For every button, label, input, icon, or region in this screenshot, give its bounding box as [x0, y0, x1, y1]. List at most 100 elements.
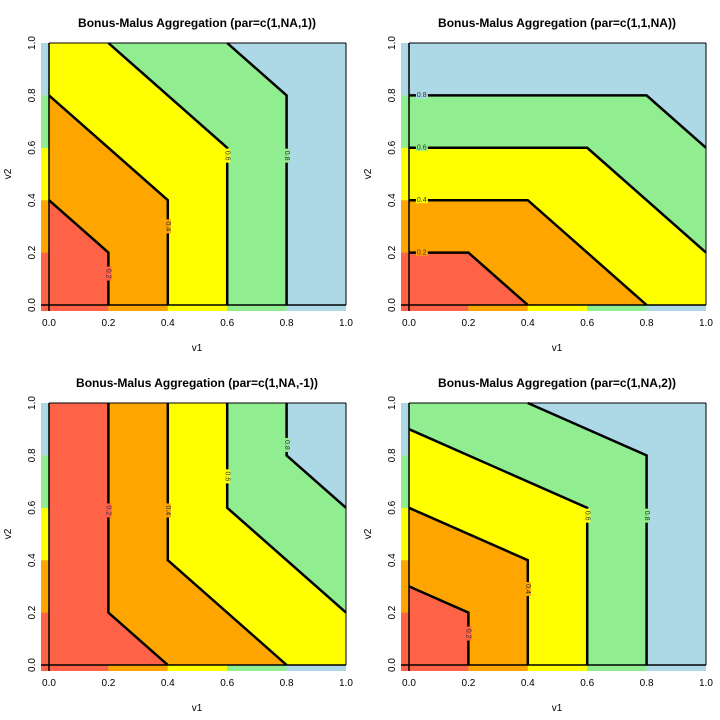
x-tick-label: 0.6: [580, 678, 594, 689]
left-strip-band: [401, 95, 409, 148]
contour-line-0.4: [408, 506, 530, 665]
x-tick-label: 0.8: [280, 678, 294, 689]
contour-label: 0.8: [283, 440, 290, 450]
y-tick-label: 0.0: [387, 298, 398, 312]
bottom-strip-band: [468, 665, 528, 671]
contour-line-0.2: [107, 403, 169, 666]
corner-strip: [41, 665, 49, 671]
y-tick-label: 1.0: [387, 396, 398, 410]
contour-line-0.8: [527, 401, 648, 665]
contour-label: 0.4: [164, 222, 171, 232]
x-tick-label: 0.8: [280, 318, 294, 329]
x-tick-label: 0.0: [42, 678, 56, 689]
x-axis-label: v1: [192, 703, 203, 714]
x-axis-label: v1: [552, 703, 563, 714]
contour-label-bg: [415, 197, 428, 204]
contour-line-0.6: [225, 403, 347, 614]
y-tick-label: 0.0: [387, 658, 398, 672]
y-tick-label: 0.6: [27, 500, 38, 514]
y-tick-label: 0.2: [27, 605, 38, 619]
x-tick-label: 0.2: [101, 318, 115, 329]
contour-label-bg: [164, 503, 171, 518]
contour-panel: 0.2 0.4 0.6 0.8 0.0 0.2 0.4 0.6 0.8 1.0 0.0 0.2 0.4 0…: [363, 376, 713, 714]
bottom-strip-band: [646, 305, 706, 311]
contour-line-0.8: [409, 94, 707, 149]
left-strip-band: [41, 612, 49, 665]
contour-panel: 0.2 0.4 0.6 0.8 0.0 0.2 0.4 0.6 0.8 1.0 0.0 0.2 0.4 0…: [3, 16, 353, 354]
y-tick-label: 1.0: [387, 36, 398, 50]
chart-title: Bonus-Malus Aggregation (par=c(1,NA,-1)): [76, 376, 318, 390]
corner-strip: [41, 305, 49, 311]
bottom-strip-band: [49, 305, 109, 311]
x-tick-label: 0.8: [640, 678, 654, 689]
y-tick-label: 0.8: [387, 448, 398, 462]
corner-strip: [401, 305, 409, 311]
contour-line-0.2: [408, 585, 470, 665]
contour-line-0.4: [409, 198, 648, 306]
bottom-strip-band: [49, 665, 109, 671]
bottom-strip-band: [527, 305, 588, 311]
left-strip-band: [401, 612, 409, 665]
x-tick-label: 0.6: [220, 318, 234, 329]
contour-label: 0.2: [105, 506, 112, 516]
y-axis-label: v2: [363, 528, 374, 539]
x-tick-label: 1.0: [339, 318, 353, 329]
contour-label: 0.6: [223, 471, 230, 481]
x-axis-label: v1: [552, 343, 563, 354]
contour-label: 0.6: [583, 511, 590, 521]
x-tick-label: 0.8: [640, 318, 654, 329]
contour-label-bg: [415, 144, 428, 151]
x-tick-label: 0.6: [220, 678, 234, 689]
bottom-strip-band: [409, 305, 469, 311]
y-tick-label: 0.4: [27, 553, 38, 567]
y-tick-label: 0.0: [27, 658, 38, 672]
contour-label-bg: [283, 437, 290, 452]
contour-label: 0.6: [223, 151, 230, 161]
left-strip-band: [401, 252, 409, 305]
left-strip-band: [401, 507, 409, 561]
x-tick-label: 1.0: [339, 678, 353, 689]
contour-label: 0.8: [283, 151, 290, 161]
contour-label-bg: [643, 508, 650, 523]
bottom-strip-band: [227, 305, 287, 311]
contour-line-0.2: [48, 199, 110, 305]
y-tick-label: 0.4: [27, 193, 38, 207]
contour-line-0.8: [285, 403, 347, 509]
y-tick-label: 0.2: [387, 245, 398, 259]
x-tick-label: 0.4: [161, 678, 175, 689]
left-strip-band: [401, 560, 409, 613]
contour-label-bg: [224, 469, 231, 484]
contour-line-0.6: [409, 146, 707, 254]
contour-line-0.6: [107, 42, 229, 305]
contour-label: 0.4: [417, 197, 427, 204]
contour-label-bg: [224, 148, 231, 163]
contour-line-0.2: [409, 251, 529, 306]
y-tick-label: 0.8: [27, 88, 38, 102]
left-strip-band: [41, 147, 49, 201]
contour-label: 0.6: [417, 145, 427, 152]
y-axis-label: v2: [3, 528, 14, 539]
bottom-strip-band: [409, 665, 469, 671]
bottom-strip-band: [167, 665, 228, 671]
x-tick-label: 0.2: [461, 318, 475, 329]
bottom-strip-band: [587, 665, 647, 671]
left-strip-band: [401, 403, 409, 456]
contour-label-bg: [105, 503, 112, 518]
left-strip-band: [41, 455, 49, 508]
contour-panel: 0.2 0.4 0.6 0.8 0.0 0.2 0.4 0.6 0.8 1.0 0.0 0.2 0.4 0…: [363, 16, 713, 354]
contour-label-bg: [415, 92, 428, 99]
contour-label: 0.2: [465, 629, 472, 639]
bottom-strip-band: [527, 665, 588, 671]
contour-line-0.8: [226, 42, 288, 305]
x-tick-label: 0.4: [521, 318, 535, 329]
x-tick-label: 0.4: [521, 678, 535, 689]
y-tick-label: 0.6: [27, 140, 38, 154]
x-tick-label: 1.0: [699, 318, 713, 329]
bottom-strip-band: [286, 665, 346, 671]
corner-strip: [401, 665, 409, 671]
band-fill-0.2: [409, 252, 528, 305]
contour-label-bg: [415, 249, 428, 256]
y-tick-label: 0.6: [387, 140, 398, 154]
y-tick-label: 1.0: [27, 396, 38, 410]
